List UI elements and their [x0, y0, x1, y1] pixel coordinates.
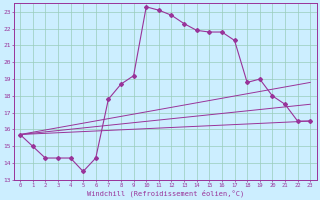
X-axis label: Windchill (Refroidissement éolien,°C): Windchill (Refroidissement éolien,°C)	[86, 189, 244, 197]
